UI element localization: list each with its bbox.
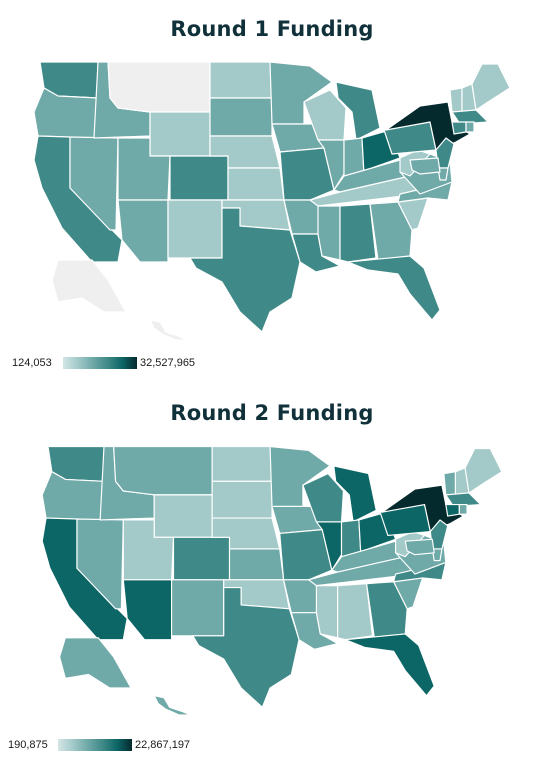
state-ak[interactable] — [59, 637, 132, 689]
state-me[interactable] — [464, 447, 503, 494]
state-ma[interactable] — [445, 492, 482, 508]
choropleth-map — [41, 446, 503, 715]
state-co[interactable] — [172, 536, 231, 581]
state-md[interactable] — [409, 157, 441, 175]
state-mt[interactable] — [113, 446, 213, 496]
state-az[interactable] — [122, 579, 173, 641]
state-ma[interactable] — [451, 109, 489, 125]
state-sd[interactable] — [209, 97, 273, 137]
state-hi[interactable] — [153, 695, 192, 715]
state-tx[interactable] — [192, 586, 300, 708]
map-title: Round 1 Funding — [170, 17, 374, 41]
state-az[interactable] — [117, 199, 169, 263]
state-fl[interactable] — [344, 633, 435, 697]
legend-gradient — [63, 357, 137, 369]
state-ms[interactable] — [317, 205, 341, 261]
state-ga[interactable] — [366, 581, 408, 639]
state-de[interactable] — [437, 167, 449, 181]
state-sd[interactable] — [211, 480, 273, 519]
state-de[interactable] — [431, 548, 443, 562]
state-hi[interactable] — [149, 319, 189, 340]
state-mo[interactable] — [279, 147, 335, 201]
round-2-map-panel: Round 2 Funding 190,875 22,867,197 — [0, 395, 544, 762]
color-legend: 190,875 22,867,197 — [0, 738, 544, 752]
state-vt[interactable] — [449, 87, 463, 113]
state-mo[interactable] — [279, 529, 333, 581]
color-legend: 124,053 32,527,965 — [0, 356, 544, 370]
state-wy[interactable] — [153, 494, 213, 538]
state-ga[interactable] — [369, 201, 413, 261]
state-ct[interactable] — [451, 121, 467, 135]
legend-min-label: 190,875 — [8, 739, 48, 751]
legend-max-label: 22,867,197 — [135, 739, 191, 751]
state-mt[interactable] — [107, 61, 211, 113]
state-ct[interactable] — [445, 503, 460, 517]
state-ak[interactable] — [51, 259, 127, 313]
state-vt[interactable] — [443, 471, 457, 496]
state-wi[interactable] — [302, 473, 345, 523]
state-wi[interactable] — [303, 89, 347, 141]
state-ny[interactable] — [385, 101, 471, 151]
state-in[interactable] — [343, 137, 365, 177]
state-ks[interactable] — [228, 548, 285, 581]
state-md[interactable] — [404, 538, 435, 556]
state-ms[interactable] — [315, 585, 339, 639]
state-al[interactable] — [337, 583, 373, 641]
choropleth-map — [33, 61, 511, 340]
state-nd[interactable] — [211, 446, 273, 482]
legend-gradient — [58, 739, 132, 751]
state-ri[interactable] — [465, 121, 475, 133]
round-1-map-panel: Round 1 Funding 124,053 32,527,965 — [0, 17, 544, 370]
state-nm[interactable] — [171, 579, 225, 637]
state-co[interactable] — [169, 155, 229, 201]
legend-min-label: 124,053 — [12, 357, 52, 369]
legend-max-label: 32,527,965 — [140, 357, 196, 369]
state-al[interactable] — [339, 203, 377, 263]
state-tx[interactable] — [189, 207, 301, 333]
map-title: Round 2 Funding — [170, 401, 374, 425]
state-nd[interactable] — [209, 61, 273, 99]
state-wy[interactable] — [149, 111, 211, 157]
state-nm[interactable] — [167, 199, 223, 259]
state-ri[interactable] — [458, 503, 468, 515]
state-me[interactable] — [471, 63, 511, 111]
state-fl[interactable] — [347, 255, 441, 321]
state-ks[interactable] — [227, 167, 285, 201]
state-in[interactable] — [340, 519, 362, 558]
state-ny[interactable] — [381, 484, 464, 533]
